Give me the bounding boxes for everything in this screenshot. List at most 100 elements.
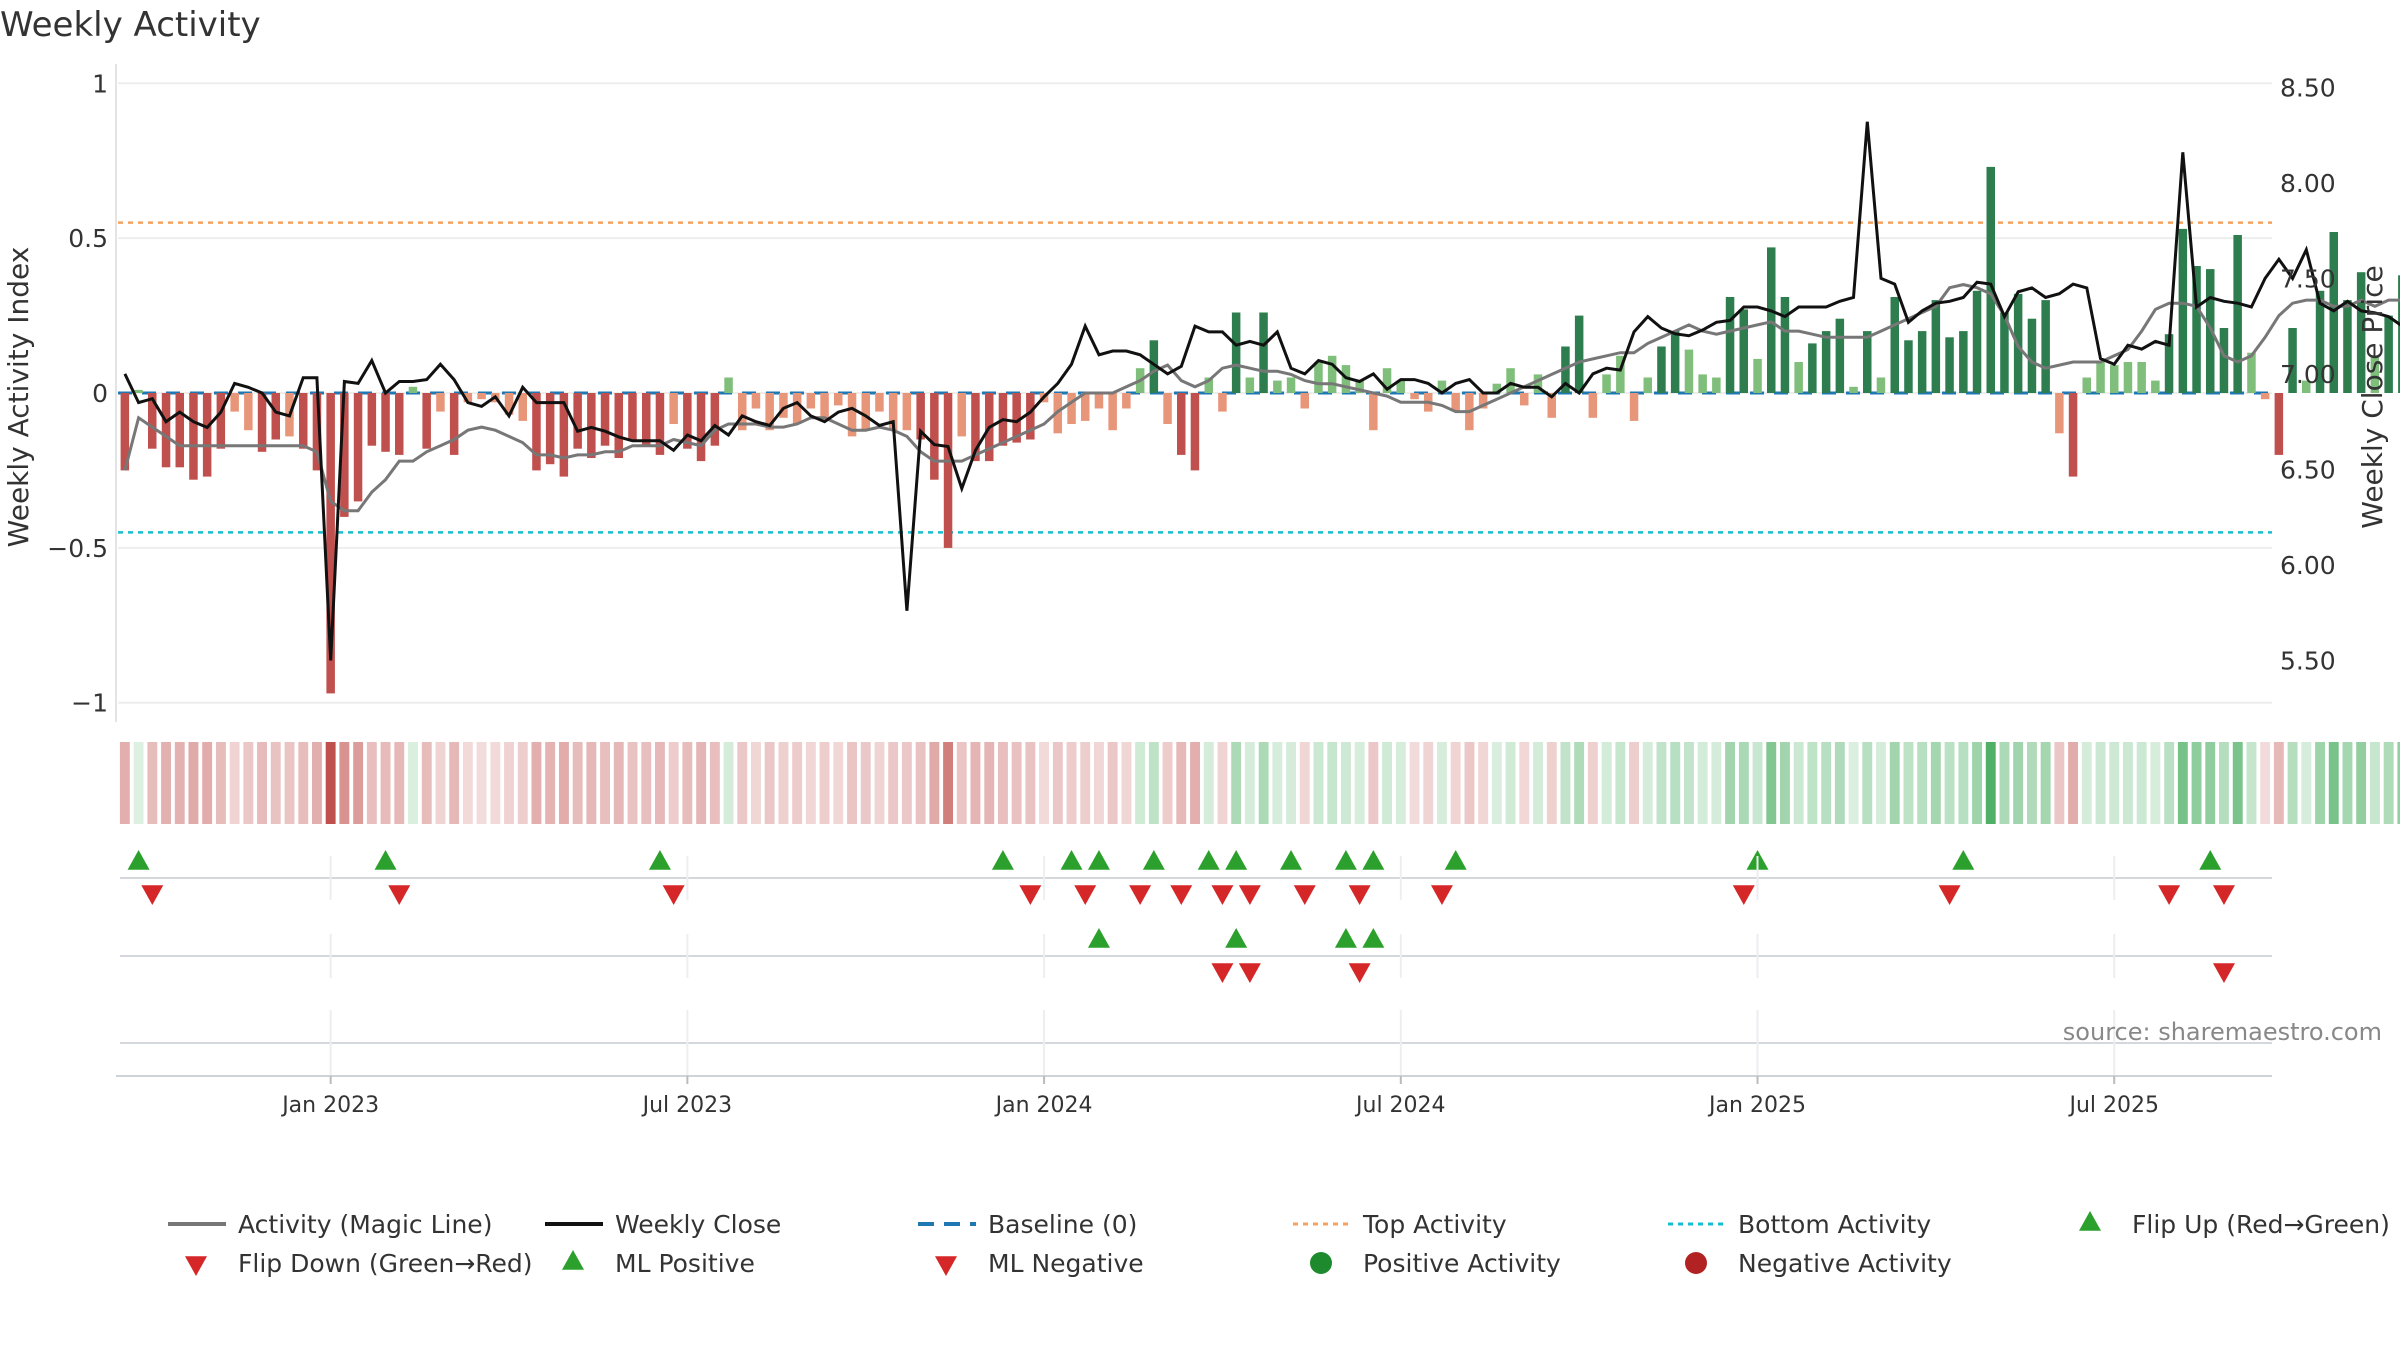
activity-bar	[2164, 334, 2174, 393]
heat-cell	[490, 742, 501, 824]
activity-bar	[1863, 331, 1872, 393]
activity-bar	[1081, 393, 1090, 421]
heat-cell	[1738, 742, 1749, 824]
heat-cell	[462, 742, 473, 824]
flip-up-marker	[1060, 850, 1083, 870]
activity-bar	[230, 393, 239, 412]
flip-up-marker	[1362, 850, 1385, 870]
y-right-tick-label: 8.50	[2280, 73, 2336, 102]
activity-bar	[1616, 355, 1625, 393]
activity-bar	[1245, 377, 1255, 393]
heat-cell	[2232, 742, 2243, 824]
y-right-tick-label: 5.50	[2280, 646, 2336, 675]
heat-cell	[270, 742, 281, 824]
heat-cell	[2205, 742, 2216, 824]
heat-cell	[1066, 742, 1077, 824]
legend-swatch	[2079, 1211, 2101, 1231]
heat-cell	[517, 742, 528, 824]
heat-cell	[1052, 742, 1063, 824]
flip-up-marker	[1225, 850, 1248, 870]
heat-cell	[353, 742, 364, 824]
flip-up-marker	[1334, 850, 1357, 870]
activity-bar	[861, 393, 870, 431]
heat-cell	[2219, 742, 2229, 824]
heat-cell	[764, 742, 775, 824]
heat-cell	[2287, 742, 2298, 824]
heat-cell	[2397, 742, 2400, 824]
heat-cell	[2191, 742, 2202, 824]
flip-down-marker	[1732, 885, 1755, 905]
heat-cell	[1958, 742, 1969, 824]
activity-bar	[2356, 272, 2366, 393]
heat-cell	[2027, 742, 2037, 824]
activity-bar	[1588, 393, 1598, 418]
activity-bar	[724, 377, 733, 393]
activity-bar	[2110, 365, 2119, 393]
activity-bar	[1327, 355, 1337, 393]
heat-cell	[2260, 742, 2271, 824]
ml-positive-marker	[1087, 928, 1110, 948]
activity-bar	[1231, 312, 1241, 393]
activity-bar	[888, 393, 898, 431]
heat-cell	[2246, 742, 2257, 824]
activity-bar	[2302, 380, 2311, 393]
heat-cell	[257, 742, 267, 824]
heat-cell	[1848, 742, 1859, 824]
activity-bar	[2096, 362, 2105, 393]
heat-cell	[1011, 742, 1022, 824]
activity-bar	[628, 393, 637, 440]
activity-bar	[422, 393, 431, 449]
heat-cell	[1094, 742, 1104, 824]
activity-bar	[1986, 166, 1995, 393]
legend-label: Flip Up (Red→Green)	[2132, 1210, 2390, 1239]
heat-cell	[394, 742, 405, 824]
y-tick-label: −1	[71, 689, 108, 718]
activity-bar	[1931, 300, 1941, 393]
activity-bar	[367, 393, 377, 446]
heat-cell	[1780, 742, 1790, 824]
heat-cell	[435, 742, 446, 824]
flip-up-marker	[648, 850, 671, 870]
activity-bar	[340, 393, 349, 517]
activity-bar	[271, 393, 280, 440]
heat-cell	[1546, 742, 1557, 824]
activity-bar	[1149, 340, 1159, 393]
flip-up-marker	[1197, 850, 1220, 870]
heat-cell	[586, 742, 597, 824]
x-tick-label: Jan 2024	[994, 1093, 1093, 1118]
legend-label: Bottom Activity	[1738, 1210, 1931, 1239]
activity-bar	[1767, 247, 1776, 393]
activity-bar	[600, 393, 610, 446]
heat-cell	[1107, 742, 1118, 824]
heat-cell	[751, 742, 761, 824]
flip-up-marker	[127, 850, 150, 870]
activity-bar	[971, 393, 980, 462]
heat-cell	[2356, 742, 2367, 824]
heat-cell	[1148, 742, 1159, 824]
heat-cell	[1656, 742, 1667, 824]
activity-bar	[587, 393, 596, 458]
activity-bar	[1355, 380, 1364, 393]
heat-cell	[1327, 742, 1338, 824]
activity-bar	[655, 393, 665, 455]
heat-cell	[2342, 742, 2353, 824]
activity-bar	[834, 393, 843, 406]
activity-bar	[1780, 297, 1790, 393]
activity-bar	[916, 393, 925, 440]
flip-marker-rows	[120, 850, 2272, 1044]
heat-cell	[1395, 742, 1406, 824]
activity-bar	[751, 393, 761, 409]
activity-bar	[1959, 331, 1968, 393]
heat-cell	[901, 742, 912, 824]
legend-label: Top Activity	[1362, 1210, 1507, 1239]
legend-swatch	[562, 1250, 584, 1270]
flip-down-marker	[662, 885, 685, 905]
heat-cell	[1711, 742, 1722, 824]
heat-cell	[847, 742, 857, 824]
activity-bar	[847, 393, 857, 437]
activity-bar	[559, 393, 569, 477]
heat-cell	[1697, 742, 1708, 824]
x-tick-label: Jul 2023	[641, 1093, 733, 1118]
legend-label: ML Positive	[615, 1249, 755, 1278]
activity-bar	[395, 393, 404, 455]
